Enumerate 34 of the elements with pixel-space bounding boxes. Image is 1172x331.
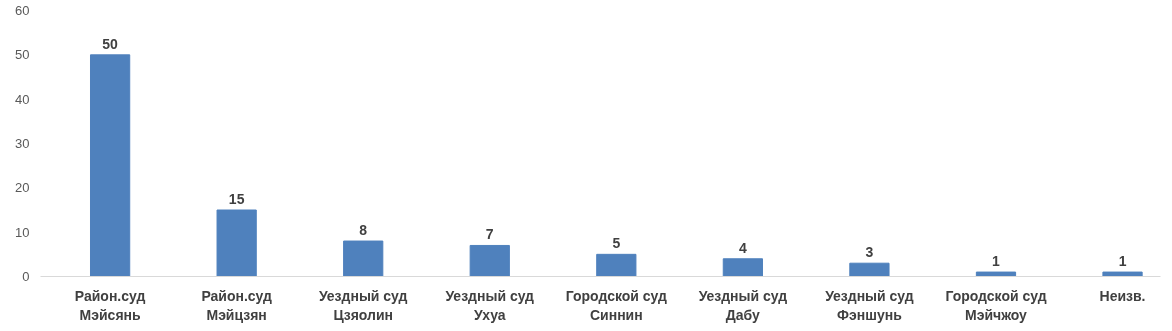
y-tick-label: 20 (15, 180, 30, 196)
y-tick-label: 60 (15, 3, 30, 18)
x-tick-label: Уездный суд Фэншунь (825, 287, 914, 323)
data-label: 7 (485, 226, 494, 243)
y-tick-label: 40 (15, 91, 30, 107)
x-tick-label: Неизв. (1099, 287, 1146, 304)
bar (1102, 271, 1143, 277)
bar (469, 244, 510, 277)
data-label: 15 (228, 191, 245, 207)
bar (89, 54, 131, 277)
data-label: 8 (359, 222, 368, 239)
data-label: 3 (865, 244, 874, 261)
x-tick-label: Уездный суд Ухуа (445, 287, 535, 323)
y-tick-label: 0 (22, 269, 30, 284)
data-label: 4 (738, 239, 747, 256)
data-label: 1 (1118, 253, 1127, 270)
x-tick-label: Уездный суд Дабу (698, 287, 788, 323)
bar (849, 262, 890, 277)
x-tick-label: Городской суд Синнин (565, 287, 668, 323)
bar (343, 240, 384, 277)
y-tick-label: 50 (15, 47, 30, 63)
bar (596, 253, 637, 277)
x-tick-label: Район.суд Мэйцзян (201, 287, 273, 323)
data-label: 5 (612, 235, 621, 252)
data-label: 50 (102, 35, 119, 52)
bar (216, 209, 257, 277)
y-tick-label: 30 (15, 136, 30, 151)
bar (722, 258, 763, 277)
bar (975, 271, 1017, 277)
x-tick-label: Городской суд Мэйчжоу (945, 287, 1047, 323)
y-tick-label: 10 (15, 224, 30, 240)
x-tick-label: Уездный суд Цзяолин (318, 287, 408, 323)
x-tick-label: Район.суд Мэйсянь (74, 287, 146, 323)
data-label: 1 (992, 253, 1001, 270)
